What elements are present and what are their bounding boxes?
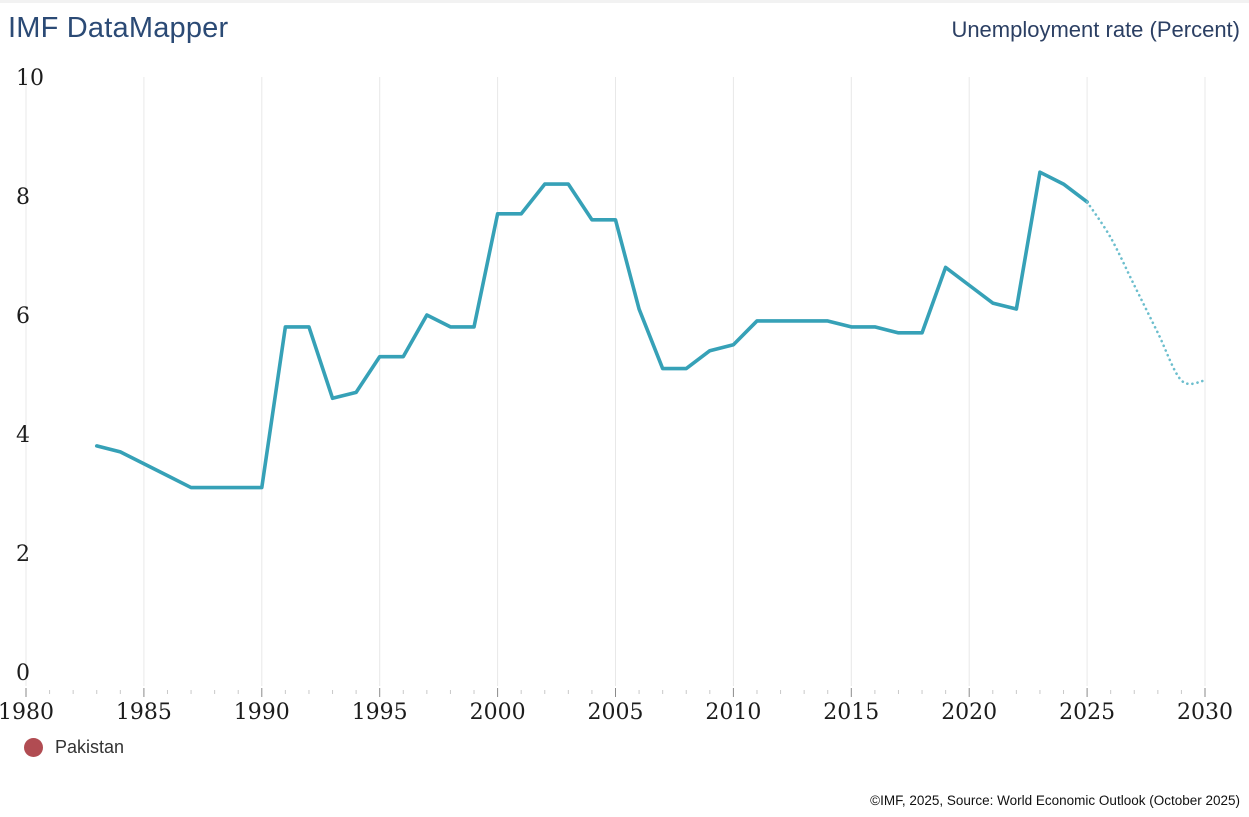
- svg-text:8: 8: [16, 185, 30, 210]
- legend-label: Pakistan: [55, 737, 125, 757]
- unemployment-line-chart[interactable]: 0 2 4 6 8 10 1980 1985 1990 1995 2000 2005 2010 2015 2…: [0, 0, 1249, 740]
- svg-text:1980: 1980: [0, 700, 54, 725]
- svg-text:2005: 2005: [588, 700, 644, 725]
- app-title: IMF DataMapper: [8, 12, 229, 44]
- svg-text:2010: 2010: [705, 700, 761, 725]
- svg-text:1990: 1990: [234, 700, 290, 725]
- top-edge-strip: [0, 0, 1249, 3]
- legend-dot-pakistan: [24, 738, 43, 757]
- legend-item-pakistan[interactable]: Pakistan: [24, 737, 124, 758]
- svg-text:6: 6: [16, 304, 30, 329]
- svg-text:0: 0: [16, 661, 30, 686]
- svg-text:2020: 2020: [941, 700, 997, 725]
- chart-title: Unemployment rate (Percent): [951, 17, 1240, 42]
- y-axis-labels: 0 2 4 6 8 10: [16, 66, 44, 686]
- svg-text:2000: 2000: [470, 700, 526, 725]
- gridlines: [25, 77, 1206, 686]
- series-pakistan-solid: [94, 170, 1089, 490]
- source-attribution: ©IMF, 2025, Source: World Economic Outlo…: [870, 793, 1240, 808]
- x-axis-labels: 1980 1985 1990 1995 2000 2005 2010 2015 2020 2025…: [0, 700, 1233, 725]
- svg-text:4: 4: [16, 423, 30, 448]
- x-axis-ticks: [25, 688, 1206, 697]
- svg-text:1995: 1995: [352, 700, 408, 725]
- svg-text:1985: 1985: [116, 700, 172, 725]
- series-pakistan-forecast-dotted: [1085, 200, 1207, 386]
- svg-text:2025: 2025: [1059, 700, 1115, 725]
- svg-text:10: 10: [16, 66, 44, 91]
- svg-text:2015: 2015: [823, 700, 879, 725]
- svg-text:2030: 2030: [1177, 700, 1233, 725]
- svg-text:2: 2: [16, 542, 30, 567]
